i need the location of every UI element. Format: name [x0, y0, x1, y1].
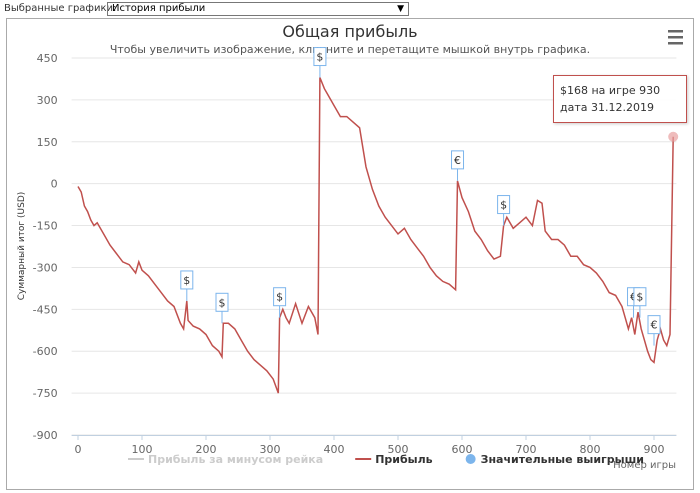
legend-symbol	[465, 454, 476, 464]
y-tick-label: 150	[37, 136, 58, 149]
flag-label: $	[316, 51, 323, 64]
x-tick-label: 0	[75, 443, 82, 456]
legend-label: Значительные выигрыши	[481, 453, 644, 466]
flag-box	[215, 292, 229, 312]
flag: $	[497, 195, 511, 226]
x-tick-label: 600	[452, 443, 473, 456]
y-tick-label: 300	[37, 94, 58, 107]
flag-label: €	[454, 154, 461, 167]
y-axis-title: Суммарный итог (USD)	[17, 192, 27, 301]
y-tick-label: -450	[33, 303, 58, 316]
select-arrow: ▼	[397, 4, 404, 14]
flag-box	[180, 270, 194, 290]
x-tick-label: 200	[196, 443, 217, 456]
menu-bar	[668, 36, 683, 39]
x-tick-label: 700	[516, 443, 537, 456]
select-label: Выбранные графики:	[4, 3, 117, 14]
x-tick-label: 800	[580, 443, 601, 456]
y-tick-label: -750	[33, 387, 58, 400]
y-tick-label: 450	[37, 52, 58, 65]
chart-select[interactable]: История прибыли ▼	[107, 2, 409, 16]
chart-title: Общая прибыль	[282, 22, 417, 41]
y-tick-label: -300	[33, 261, 58, 274]
flag: €	[451, 150, 465, 181]
menu-bar	[668, 30, 683, 33]
flag-label: €	[651, 319, 658, 332]
select-value: История прибыли	[112, 3, 206, 14]
legend-label: Прибыль за минусом рейка	[148, 453, 323, 466]
x-tick-label: 100	[132, 443, 153, 456]
menu-bar	[668, 42, 683, 45]
flag-box	[273, 287, 287, 307]
flag-label: $	[276, 291, 283, 304]
flag-label: $	[500, 199, 507, 212]
line-series	[77, 77, 674, 394]
flag-label: $	[636, 291, 643, 304]
x-tick-label: 500	[388, 443, 409, 456]
x-axis-title: Номер игры	[613, 460, 676, 471]
legend-label: Прибыль	[375, 453, 432, 466]
flag-box	[633, 287, 647, 307]
chart-frame	[6, 18, 694, 490]
flag: €	[647, 315, 661, 346]
menu-button[interactable]	[668, 30, 683, 45]
y-tick-label: 0	[51, 178, 58, 191]
flag-box	[647, 315, 661, 335]
flag: $	[633, 287, 647, 318]
tooltip: $168 на игре 930 дата 31.12.2019	[553, 75, 687, 123]
chart-subtitle: Чтобы увеличить изображение, кликните и …	[110, 43, 590, 56]
flag-box	[497, 195, 511, 215]
x-tick-label: 900	[644, 443, 665, 456]
x-tick-label: 300	[260, 443, 281, 456]
flag-box	[451, 150, 465, 170]
flag: $	[180, 270, 194, 301]
x-tick-label: 400	[324, 443, 345, 456]
hover-point	[668, 131, 679, 142]
y-tick-label: -600	[33, 345, 58, 358]
y-tick-label: -900	[33, 429, 58, 442]
flag: $	[273, 287, 287, 318]
y-tick-label: -150	[33, 220, 58, 233]
flag: $	[215, 292, 229, 324]
flag-label: $	[183, 274, 190, 287]
flag-label: $	[219, 296, 226, 309]
flag: $	[313, 47, 327, 78]
flag-box	[313, 47, 327, 67]
